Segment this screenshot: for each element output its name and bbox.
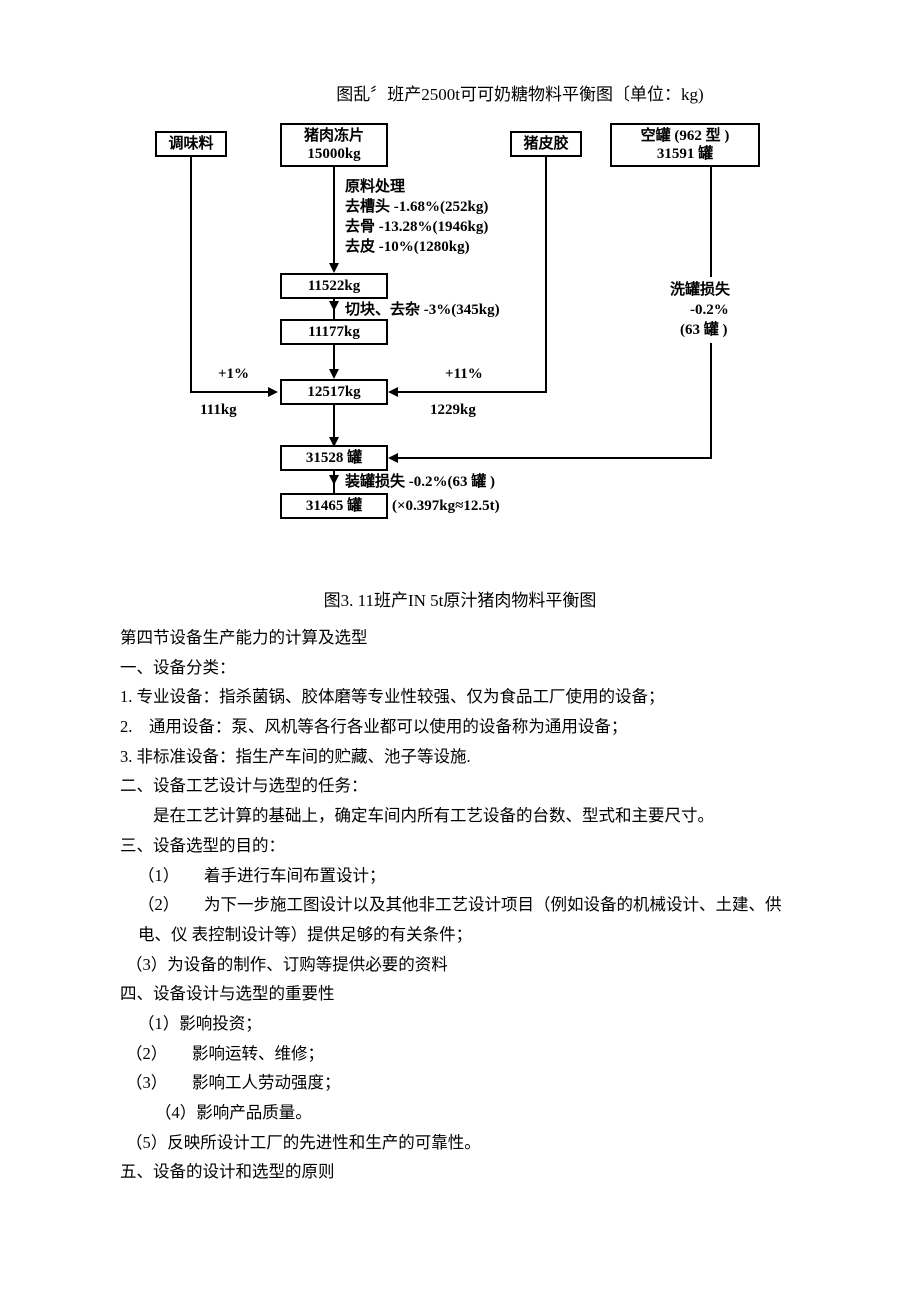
node-12517: 12517kg xyxy=(280,379,388,405)
edge xyxy=(333,299,335,319)
arrow-left-icon xyxy=(388,387,398,397)
para: （3） 影响工人劳动强度； xyxy=(120,1068,800,1098)
para: （2） 为下一步施工图设计以及其他非工艺设计项目（例如设备的机械设计、土建、供电… xyxy=(120,890,800,949)
para: 是在工艺计算的基础上，确定车间内所有工艺设备的台数、型式和主要尺寸。 xyxy=(120,801,800,831)
heading-4: 四、设备设计与选型的重要性 xyxy=(120,979,800,1009)
arrow-down-icon xyxy=(329,263,339,273)
wash-l2: -0.2% xyxy=(690,301,729,320)
proc-l1: 去槽头 -1.68%(252kg) xyxy=(345,198,488,217)
para: 2. 通用设备：泵、风机等各行各业都可以使用的设备称为通用设备； xyxy=(120,712,800,742)
heading-5: 五、设备的设计和选型的原则 xyxy=(120,1157,800,1187)
pack-line: 装罐损失 -0.2%(63 罐 ) xyxy=(345,473,495,492)
arrow-down-icon xyxy=(329,475,339,485)
edge xyxy=(710,167,712,277)
wash-l1: 洗罐损失 xyxy=(670,281,730,300)
para: （5）反映所设计工厂的先进性和生产的可靠性。 xyxy=(120,1128,800,1158)
node-seasoning: 调味料 xyxy=(155,131,227,157)
node-pork-l2: 15000kg xyxy=(307,145,360,163)
heading-2: 二、设备工艺设计与选型的任务： xyxy=(120,771,800,801)
para: （1）影响投资； xyxy=(120,1009,800,1039)
figure-caption: 图3. 11班产IN 5t原汁猪肉物料平衡图 xyxy=(120,586,800,611)
edge xyxy=(710,343,712,458)
diagram-container: 调味料 猪肉冻片 15000kg 猪皮胶 空罐 (962 型 ) 31591 罐… xyxy=(120,123,800,568)
para: 1. 专业设备：指杀菌锅、胶体磨等专业性较强、仅为食品工厂使用的设备； xyxy=(120,682,800,712)
edge xyxy=(190,157,192,392)
heading-3: 三、设备选型的目的： xyxy=(120,831,800,861)
left-kg: 111kg xyxy=(200,401,237,420)
node-11177: 11177kg xyxy=(280,319,388,345)
material-balance-diagram: 调味料 猪肉冻片 15000kg 猪皮胶 空罐 (962 型 ) 31591 罐… xyxy=(150,123,770,568)
para: （2） 影响运转、维修； xyxy=(120,1039,800,1069)
node-can-l1: 空罐 (962 型 ) xyxy=(641,127,730,145)
node-31528: 31528 罐 xyxy=(280,445,388,471)
edge xyxy=(333,167,335,267)
node-11522: 11522kg xyxy=(280,273,388,299)
node-31465: 31465 罐 xyxy=(280,493,388,519)
final-note: (×0.397kg≈12.5t) xyxy=(392,497,500,516)
cut-label: 切块、去杂 -3%(345kg) xyxy=(345,301,500,320)
node-can-l2: 31591 罐 xyxy=(657,145,713,163)
para: （3）为设备的制作、订购等提供必要的资料 xyxy=(120,950,800,980)
top-caption: 图乱〞班产2500t可可奶糖物料平衡图〔单位：kg) xyxy=(120,80,800,105)
body-content: 第四节设备生产能力的计算及选型 一、设备分类： 1. 专业设备：指杀菌锅、胶体磨… xyxy=(120,623,800,1187)
node-empty-can: 空罐 (962 型 ) 31591 罐 xyxy=(610,123,760,167)
para: （4）影响产品质量。 xyxy=(120,1098,800,1128)
node-pork: 猪肉冻片 15000kg xyxy=(280,123,388,167)
arrow-right-icon xyxy=(268,387,278,397)
para: （1） 着手进行车间布置设计； xyxy=(120,861,800,891)
node-pork-l1: 猪肉冻片 xyxy=(304,127,364,145)
edge xyxy=(190,391,270,393)
proc-title: 原料处理 xyxy=(345,178,405,197)
edge xyxy=(545,157,547,392)
heading-section4: 第四节设备生产能力的计算及选型 xyxy=(120,623,800,653)
document-page: 图乱〞班产2500t可可奶糖物料平衡图〔单位：kg) 调味料 猪肉冻片 1500… xyxy=(0,0,920,1247)
edge xyxy=(398,457,712,459)
proc-l3: 去皮 -10%(1280kg) xyxy=(345,238,470,257)
arrow-down-icon xyxy=(329,369,339,379)
left-plus: +1% xyxy=(218,365,249,384)
node-pigskin: 猪皮胶 xyxy=(510,131,582,157)
right-kg: 1229kg xyxy=(430,401,476,420)
right-plus: +11% xyxy=(445,365,483,384)
para: 3. 非标准设备：指生产车间的贮藏、池子等设施. xyxy=(120,742,800,772)
edge xyxy=(398,391,547,393)
arrow-left-icon xyxy=(388,453,398,463)
proc-l2: 去骨 -13.28%(1946kg) xyxy=(345,218,488,237)
wash-l3: (63 罐 ) xyxy=(680,321,728,340)
heading-1: 一、设备分类： xyxy=(120,653,800,683)
edge xyxy=(333,405,335,441)
